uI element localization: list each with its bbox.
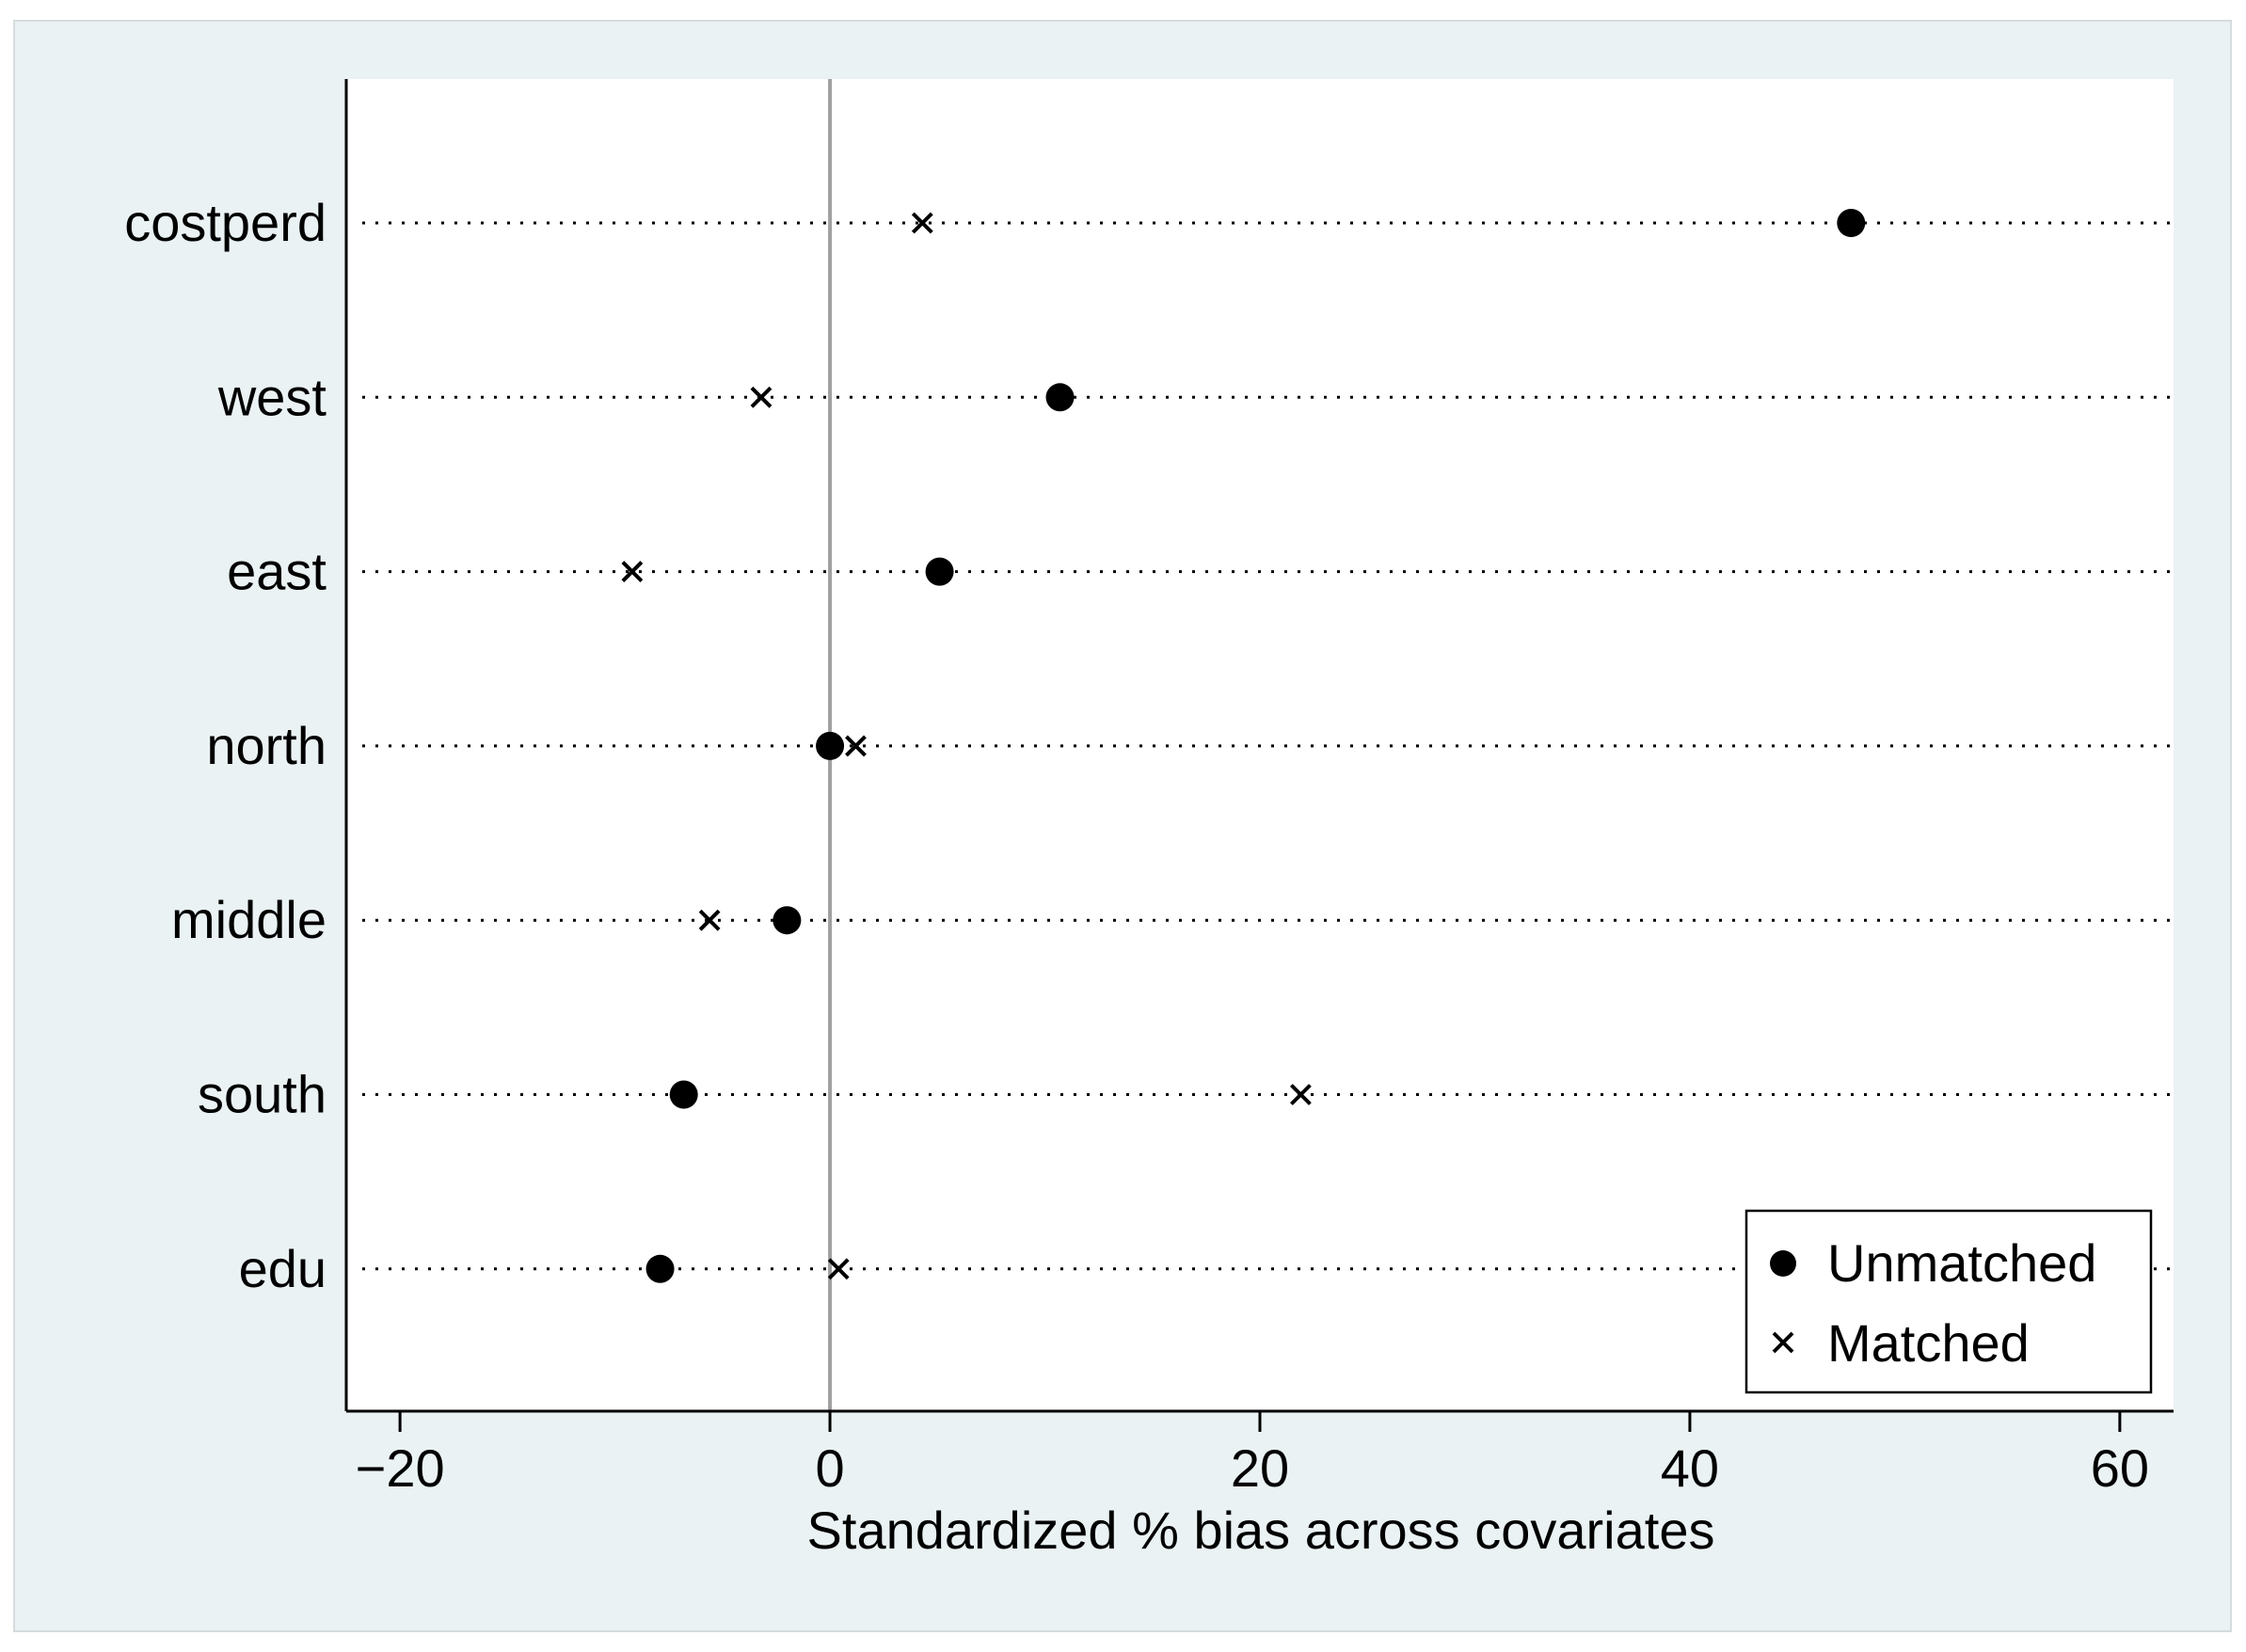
point-unmatched [925,557,954,586]
point-matched [750,386,773,408]
point-unmatched [669,1080,698,1109]
y-tick-label: east [227,542,327,601]
legend-label-unmatched: Unmatched [1827,1233,2096,1293]
x-tick-label: 40 [1661,1438,1719,1498]
point-matched [827,1258,850,1280]
data-markers [621,209,1866,1283]
point-matched [845,735,867,757]
y-tick-label: west [217,367,327,426]
y-tick-label: north [206,716,327,775]
point-matched [621,561,644,583]
legend-label-matched: Matched [1827,1313,2030,1373]
point-unmatched [816,731,845,760]
point-matched [911,212,933,234]
point-matched [1289,1084,1312,1105]
point-unmatched [1837,209,1866,237]
point-unmatched [773,906,802,935]
x-tick-label: 20 [1231,1438,1289,1498]
legend-marker-matched [1772,1331,1794,1354]
x-tick-label: 60 [2091,1438,2149,1498]
y-axis-labels: costperd west east north middle south edu [124,193,327,1298]
y-tick-label: costperd [124,193,327,252]
x-axis-ticks: −20 0 20 40 60 [356,1411,2149,1498]
x-tick-label: −20 [356,1438,445,1498]
y-tick-label: middle [171,890,327,949]
point-unmatched [1045,383,1075,412]
y-tick-label: edu [239,1239,327,1298]
y-tick-label: south [198,1065,327,1124]
legend: Unmatched Matched [1744,1209,2153,1394]
point-matched [698,909,721,931]
legend-marker-unmatched [1770,1250,1796,1277]
point-unmatched [645,1254,675,1283]
x-tick-label: 0 [815,1438,844,1498]
x-axis-title: Standardized % bias across covariates [807,1501,1715,1560]
legend-box [1744,1209,2153,1394]
